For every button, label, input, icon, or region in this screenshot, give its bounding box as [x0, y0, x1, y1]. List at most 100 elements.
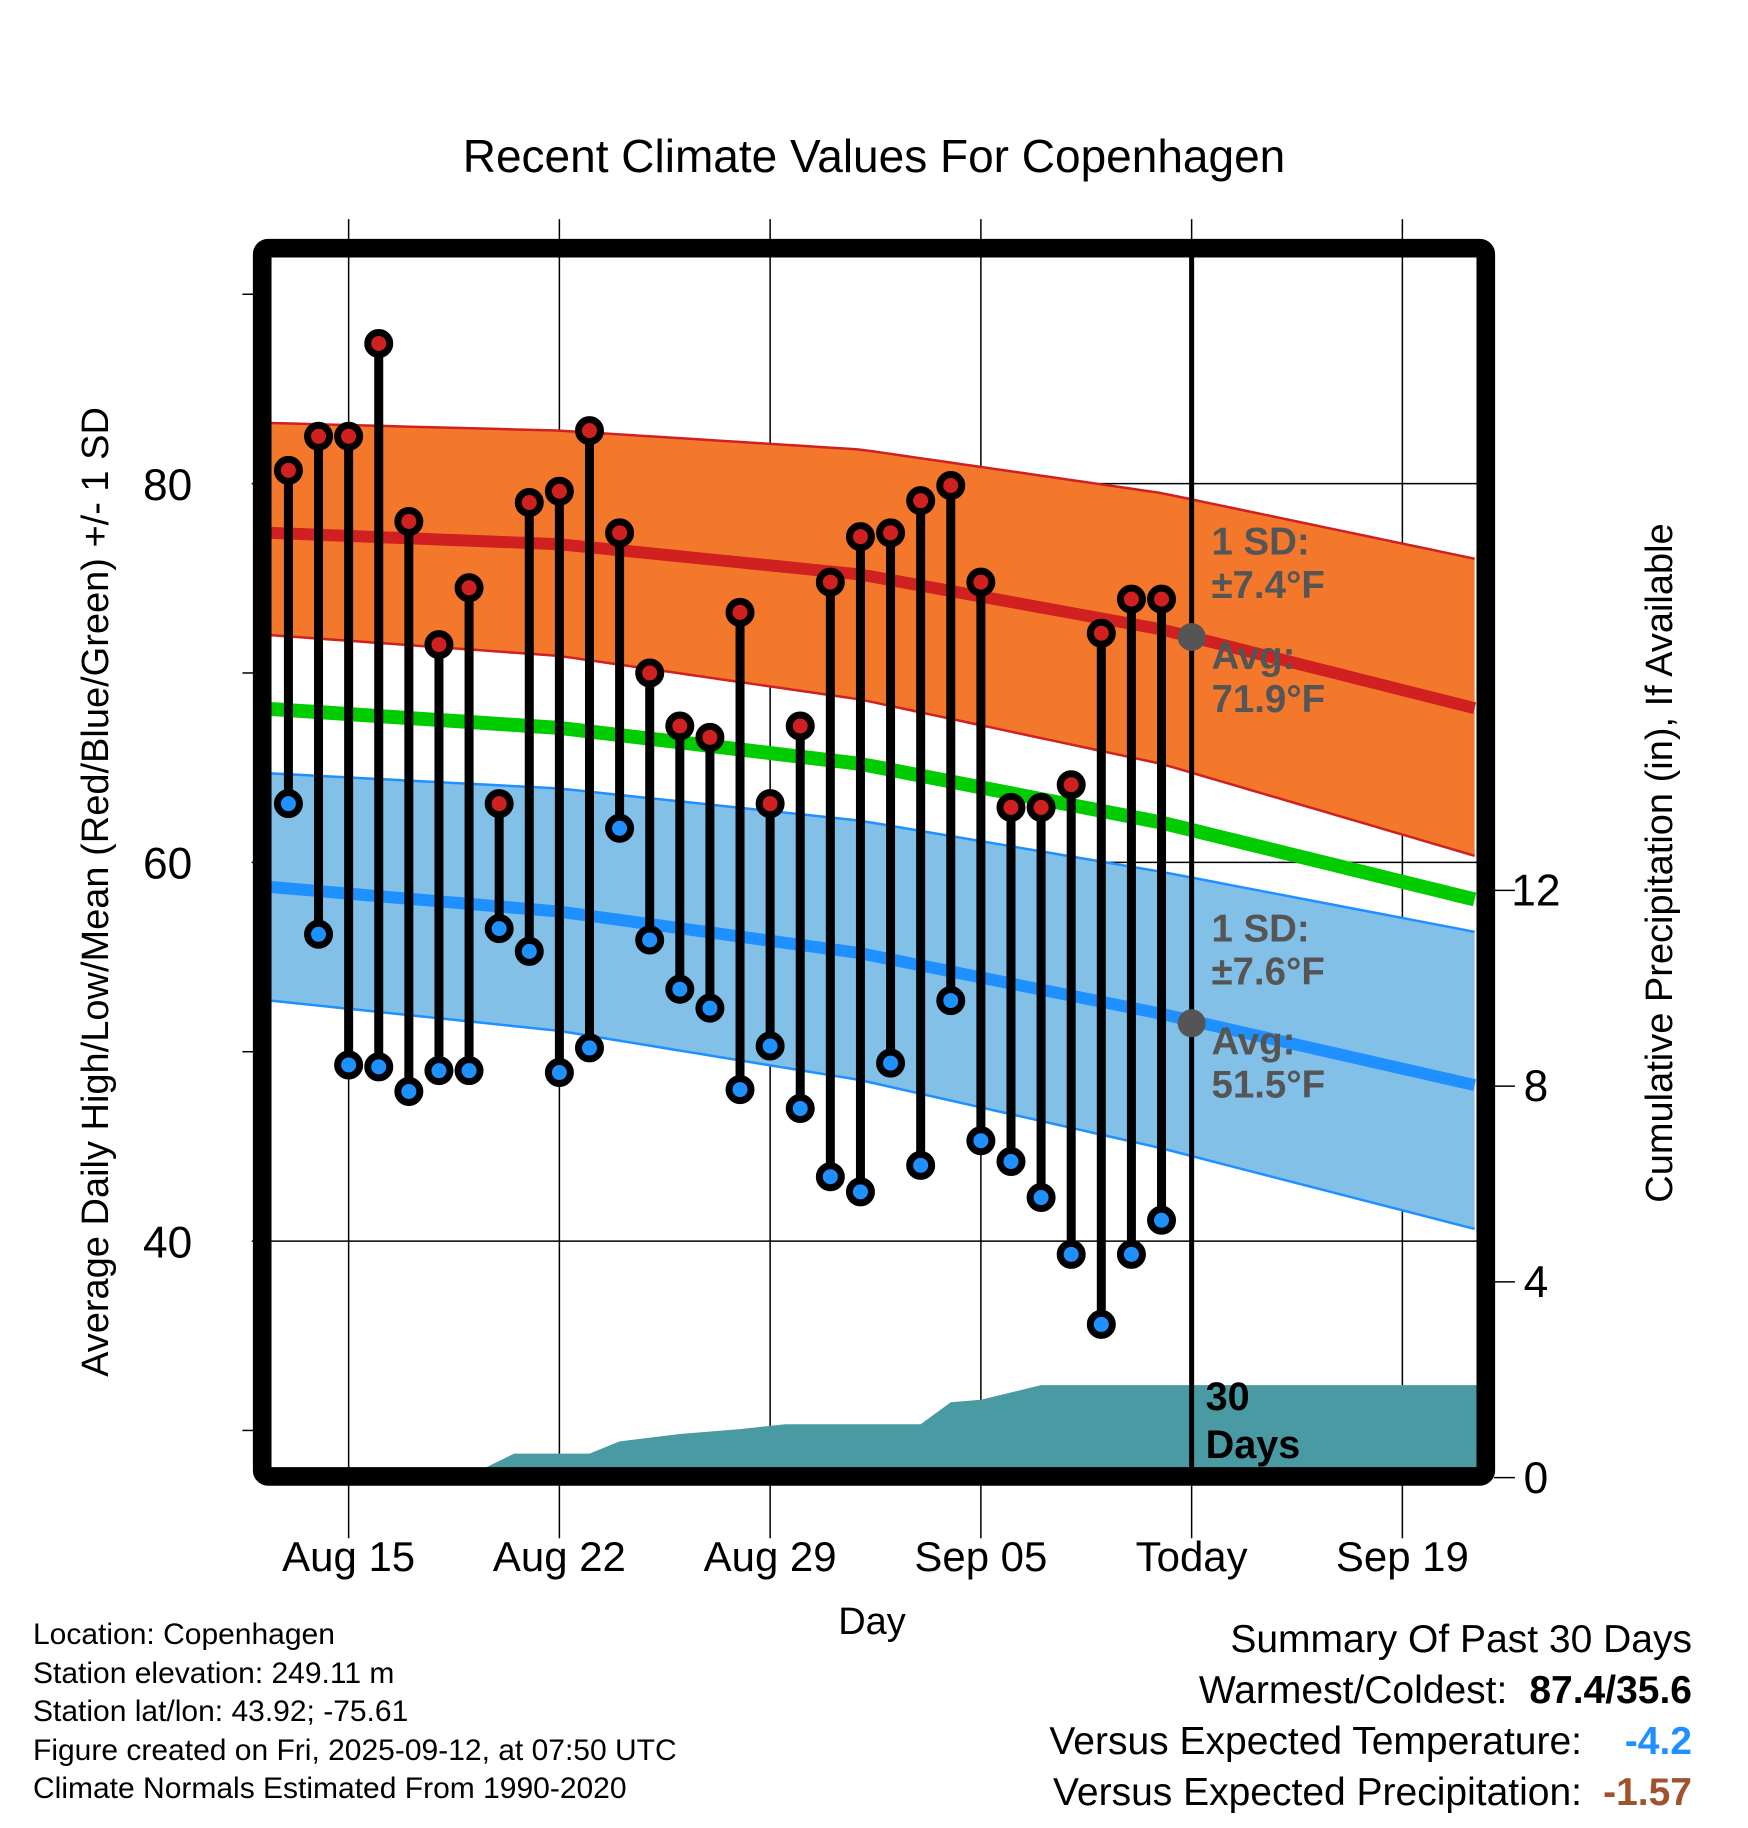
low-point: [815, 1162, 845, 1192]
created-text: Figure created on Fri, 2025-09-12, at 07…: [33, 1733, 677, 1767]
x-tick-label: Aug 22: [493, 1533, 626, 1580]
low-avg-value: 51.5°F: [1211, 1064, 1325, 1107]
low-point: [304, 919, 334, 949]
high-point: [966, 567, 996, 597]
high-avg-line: [270, 526, 1477, 715]
low-point: [876, 1048, 906, 1078]
low-point: [665, 974, 695, 1004]
low-point: [424, 1056, 454, 1086]
precip-label-days: Days: [1206, 1423, 1301, 1467]
low-point: [635, 925, 665, 955]
low-point: [1116, 1239, 1146, 1269]
precip-area-fill: [484, 1385, 1478, 1469]
high-point: [1056, 770, 1086, 800]
y-tick-label: 80: [143, 461, 192, 510]
y2-tick-label: 0: [1524, 1454, 1549, 1503]
y2-tick-label: 4: [1524, 1258, 1549, 1307]
low-point: [484, 914, 514, 944]
station-info: Location: Copenhagen Station elevation: …: [33, 1616, 677, 1809]
high-point: [574, 416, 604, 446]
normal-bands: [269, 421, 1477, 1231]
high-sd-label: 1 SD:: [1211, 521, 1309, 564]
plot-frame: [252, 238, 1496, 1486]
elevation-text: Station elevation: 249.11 m: [33, 1656, 395, 1690]
high-avg-today-marker: [1177, 623, 1206, 652]
high-point: [755, 789, 785, 819]
y2-tick-label: 8: [1524, 1062, 1549, 1111]
low-point: [1056, 1239, 1086, 1269]
y-tick-label: 40: [143, 1218, 192, 1267]
low-point: [394, 1076, 424, 1106]
high-point: [815, 567, 845, 597]
high-sd-band: [270, 423, 1475, 856]
summary-title: Summary Of Past 30 Days: [1230, 1618, 1692, 1661]
high-point: [936, 471, 966, 501]
high-avg-label: Avg:: [1211, 635, 1295, 678]
low-avg-today-marker: [1177, 1009, 1206, 1038]
precip-label-30: 30: [1206, 1375, 1250, 1419]
low-point: [966, 1126, 996, 1156]
high-point: [605, 518, 635, 548]
high-point: [1026, 792, 1056, 822]
low-point: [996, 1147, 1026, 1177]
daily-stems: [273, 328, 1177, 1339]
x-tick-label: Sep 05: [914, 1533, 1047, 1580]
high-point: [845, 522, 875, 552]
high-point: [996, 792, 1026, 822]
high-point: [544, 476, 574, 506]
low-point: [1086, 1309, 1116, 1339]
high-avg-value: 71.9°F: [1211, 678, 1325, 721]
high-point: [1116, 584, 1146, 614]
summary-warm-cold: Warmest/Coldest: 87.4/35.6: [1049, 1665, 1692, 1716]
summary-temp: Versus Expected Temperature: -4.2: [1049, 1716, 1692, 1767]
plot-border: [252, 238, 1496, 1486]
low-point: [755, 1031, 785, 1061]
x-tick-label: Aug 15: [282, 1533, 415, 1580]
high-point: [304, 421, 334, 451]
axes: 40 60 80 0 4 8 12 Aug 15 Aug 22 Aug 29 Sep 05 Today…: [143, 293, 1561, 1580]
warm-cold-label: Warmest/Coldest:: [1198, 1669, 1508, 1712]
low-point: [695, 993, 725, 1023]
high-point: [635, 658, 665, 688]
location-text: Location: Copenhagen: [33, 1618, 335, 1651]
low-point: [364, 1052, 394, 1082]
high-point: [1086, 618, 1116, 648]
low-sd-label: 1 SD:: [1211, 908, 1309, 951]
low-point: [514, 936, 544, 966]
y2-tick-label: 12: [1511, 866, 1560, 915]
high-point: [484, 789, 514, 819]
high-point: [424, 630, 454, 660]
low-sd-value: ±7.6°F: [1211, 951, 1324, 994]
low-point: [845, 1177, 875, 1207]
summary-panel: Summary Of Past 30 Days Warmest/Coldest:…: [1049, 1614, 1692, 1818]
temp-value: -4.2: [1624, 1720, 1692, 1763]
x-axis-label: Day: [838, 1601, 906, 1643]
high-point: [785, 711, 815, 741]
x-tick-label: Aug 29: [704, 1533, 837, 1580]
low-point: [605, 813, 635, 843]
low-point: [334, 1050, 364, 1080]
latlon-text: Station lat/lon: 43.92; -75.61: [33, 1695, 409, 1728]
high-point: [514, 488, 544, 518]
low-sd-band: [270, 773, 1475, 1229]
high-point: [695, 722, 725, 752]
high-point: [1147, 584, 1177, 614]
low-point: [454, 1056, 484, 1086]
high-point: [394, 506, 424, 536]
warm-cold-value: 87.4/35.6: [1529, 1669, 1692, 1712]
precip-value: -1.57: [1603, 1771, 1692, 1814]
chart-title: Recent Climate Values For Copenhagen: [463, 130, 1286, 182]
high-point: [454, 573, 484, 603]
high-sd-band-upper-edge: [270, 421, 1475, 560]
high-point: [273, 455, 303, 485]
low-point: [936, 986, 966, 1016]
low-point: [1026, 1183, 1056, 1213]
high-point: [725, 597, 755, 627]
x-tick-label: Sep 19: [1336, 1533, 1469, 1580]
high-point: [334, 421, 364, 451]
high-point: [906, 486, 936, 516]
x-tick-label: Today: [1136, 1533, 1248, 1580]
low-point: [574, 1033, 604, 1063]
